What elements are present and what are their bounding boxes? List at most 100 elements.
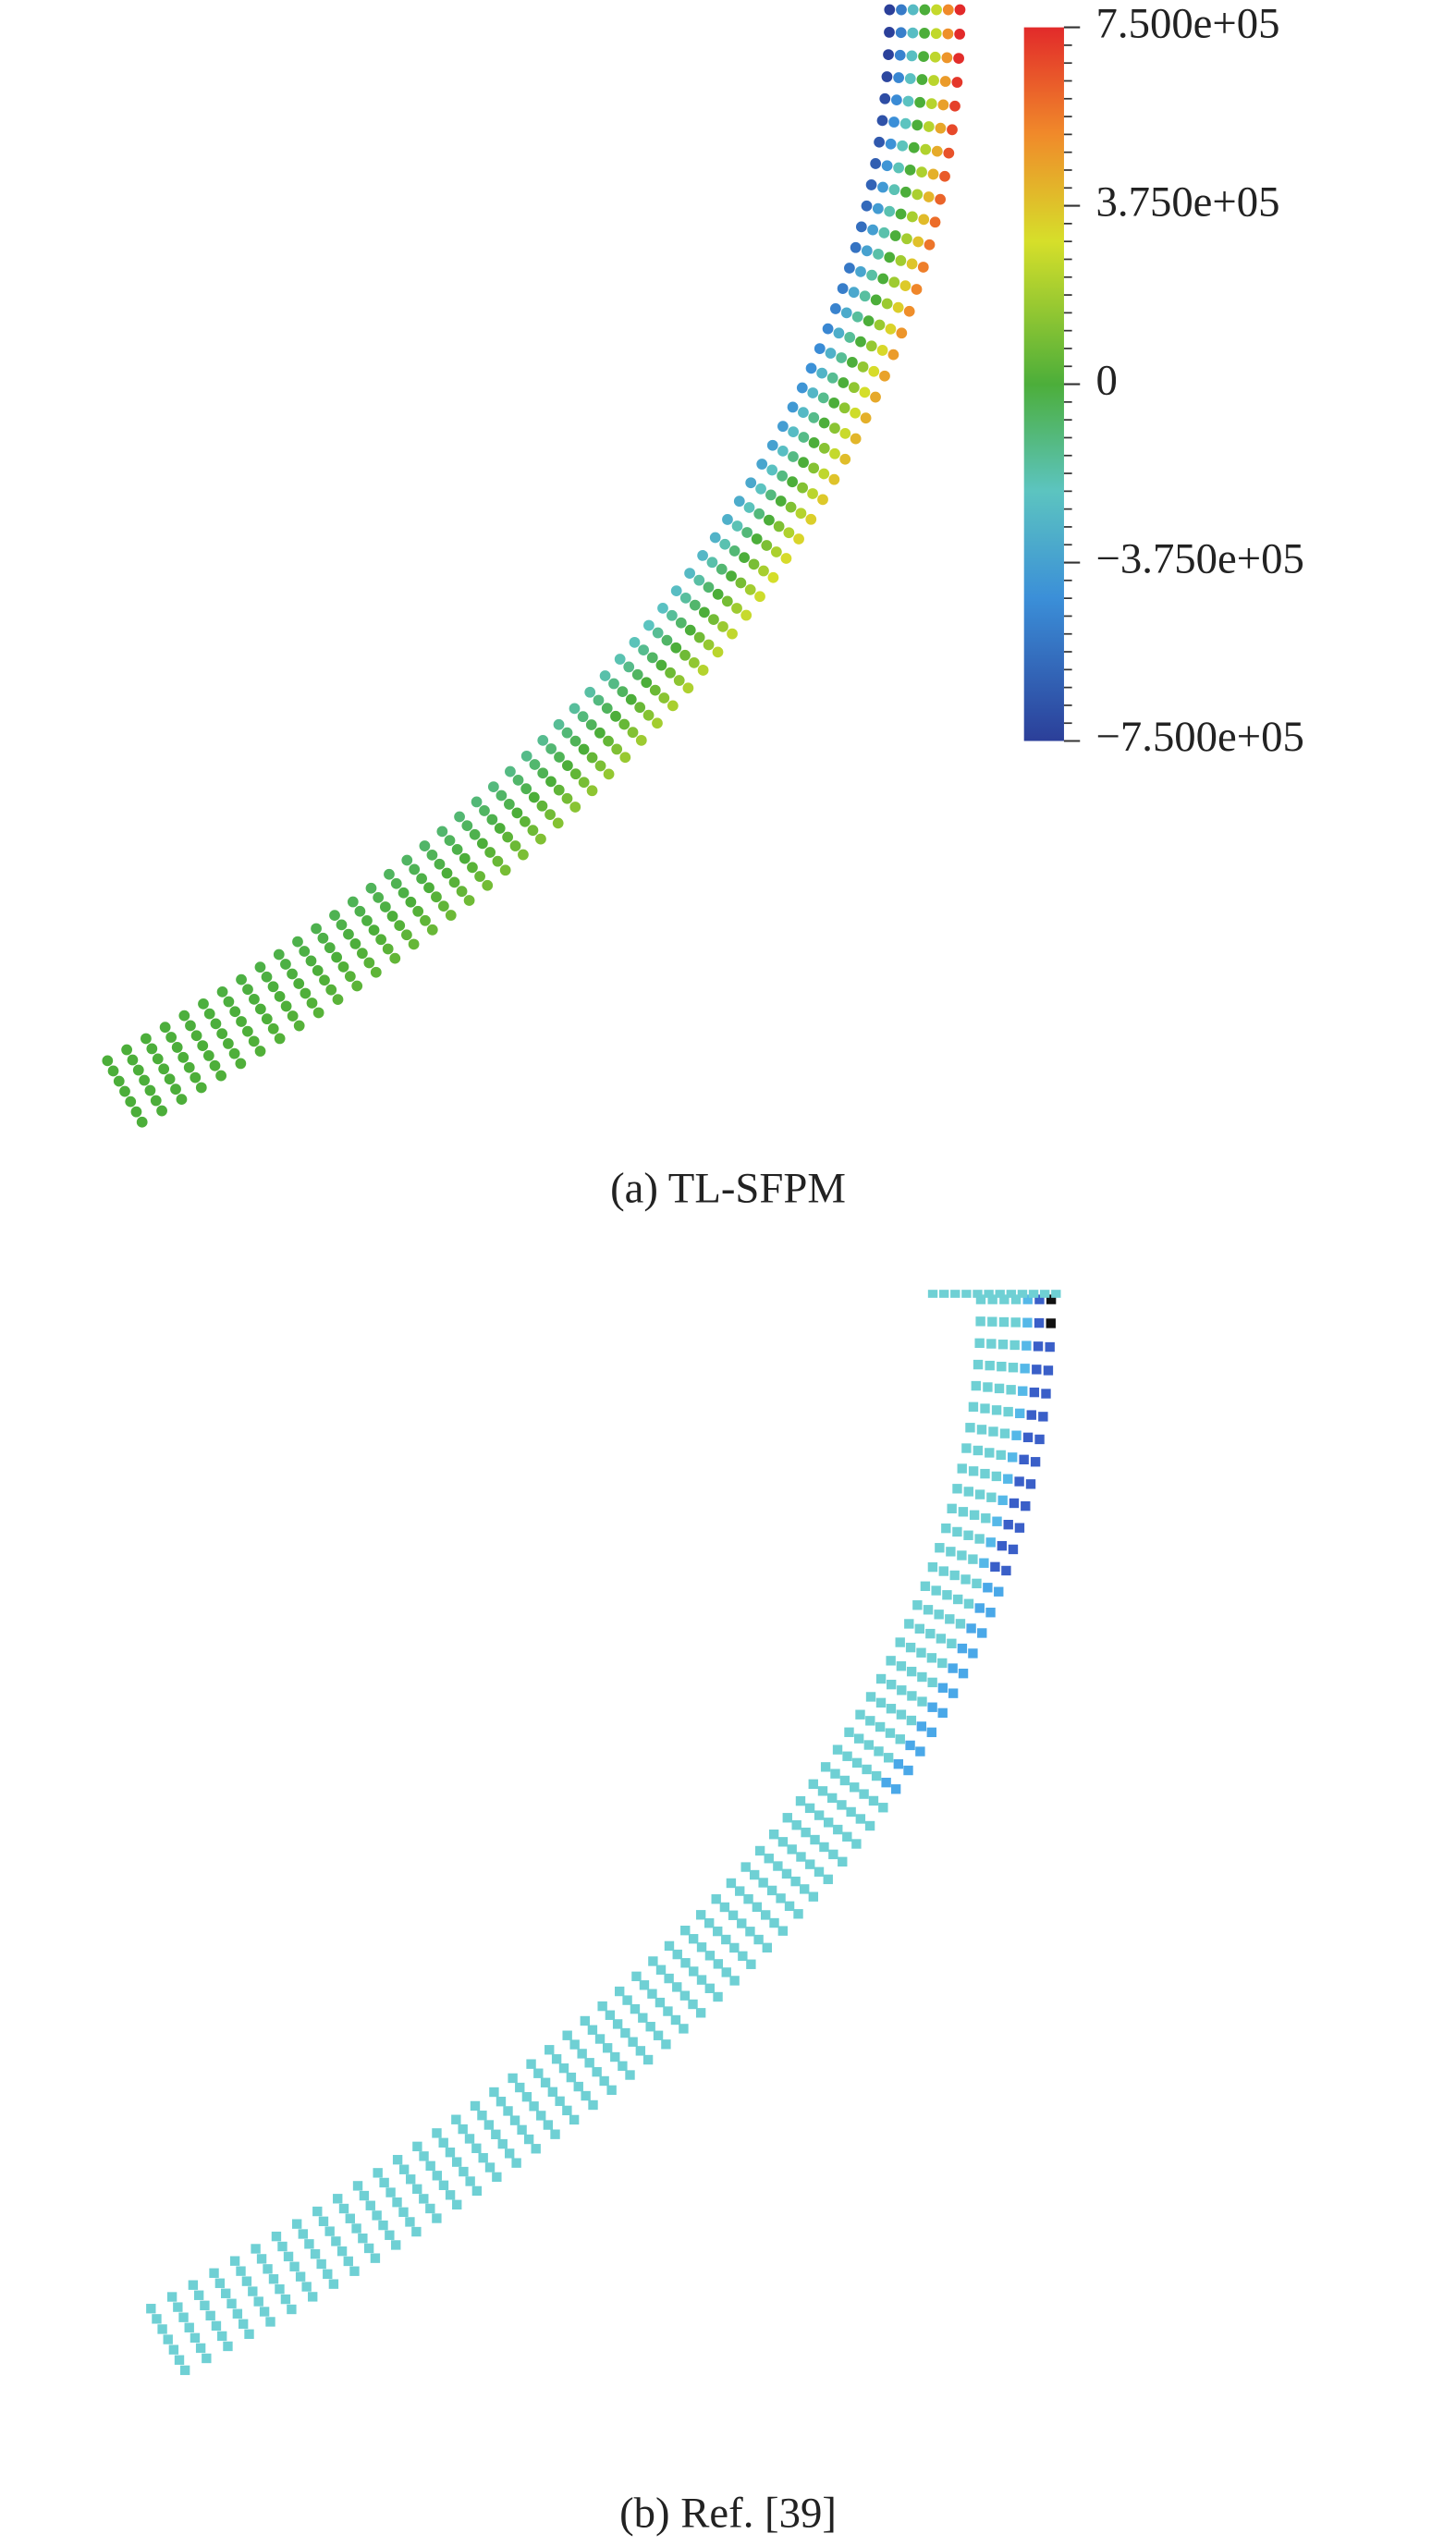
- particle: [777, 445, 789, 457]
- particle: [337, 961, 349, 973]
- particle: [1017, 1290, 1028, 1298]
- particle: [850, 1782, 860, 1793]
- particle: [758, 1878, 768, 1888]
- particle: [113, 1075, 125, 1087]
- particle: [638, 2013, 648, 2023]
- particle: [1015, 1408, 1025, 1419]
- particle: [667, 700, 679, 712]
- particle: [223, 1038, 234, 1049]
- particle: [684, 568, 695, 579]
- particle: [373, 2168, 383, 2178]
- particle: [635, 734, 647, 746]
- particle: [332, 994, 344, 1005]
- particle: [753, 1934, 764, 1945]
- particle: [280, 2294, 291, 2305]
- particle: [226, 2298, 237, 2308]
- particle: [807, 488, 818, 499]
- particle: [107, 1065, 119, 1077]
- particle: [569, 802, 581, 813]
- particle: [958, 1668, 969, 1679]
- particle: [877, 181, 888, 193]
- particle: [904, 1619, 914, 1629]
- particle: [256, 2254, 267, 2264]
- particle: [499, 864, 511, 876]
- particle: [746, 1959, 756, 1969]
- particle: [939, 170, 950, 182]
- particle: [928, 75, 939, 86]
- particle: [892, 301, 904, 313]
- particle: [721, 1967, 731, 1977]
- particle: [829, 422, 840, 435]
- particle: [743, 1894, 753, 1904]
- particle: [907, 4, 919, 16]
- particle: [985, 1448, 995, 1458]
- particle: [927, 1702, 937, 1712]
- particle: [618, 2061, 628, 2071]
- particle: [713, 1926, 723, 1937]
- particle: [363, 957, 375, 969]
- particle: [389, 952, 401, 964]
- particle: [520, 815, 531, 827]
- particle: [926, 1727, 936, 1738]
- particle: [158, 1063, 170, 1075]
- particle: [629, 636, 641, 648]
- particle: [766, 439, 778, 451]
- particle: [927, 168, 939, 180]
- particle: [927, 1561, 938, 1573]
- particle: [312, 2206, 323, 2217]
- particle: [536, 2111, 546, 2121]
- particle: [918, 51, 929, 62]
- particle: [625, 693, 637, 705]
- particle: [948, 1663, 958, 1673]
- particle: [363, 2243, 374, 2254]
- particle: [808, 462, 820, 474]
- particle: [851, 1757, 863, 1769]
- particle: [347, 896, 359, 908]
- particle: [780, 553, 792, 564]
- particle: [409, 863, 421, 875]
- particle: [937, 1658, 948, 1669]
- particle: [436, 826, 448, 838]
- particle: [526, 2059, 536, 2069]
- particle: [837, 283, 849, 294]
- particle: [1003, 1520, 1013, 1530]
- particle: [808, 1891, 819, 1902]
- particle: [682, 682, 694, 694]
- particle: [420, 914, 431, 926]
- particle: [919, 4, 931, 16]
- particle: [851, 1839, 862, 1849]
- particle: [862, 1764, 872, 1775]
- particle: [536, 800, 548, 812]
- particle: [198, 998, 209, 1010]
- particle: [202, 2353, 212, 2364]
- particle: [798, 457, 809, 469]
- particle: [888, 184, 900, 196]
- particle: [1043, 1365, 1054, 1376]
- particle: [411, 2226, 422, 2237]
- particle: [1030, 1457, 1041, 1467]
- particle: [578, 777, 590, 789]
- particle: [769, 1917, 779, 1928]
- particle: [211, 2320, 222, 2332]
- particle: [990, 1561, 1000, 1573]
- particle: [761, 540, 773, 551]
- particle: [925, 1628, 936, 1639]
- particle: [170, 1083, 181, 1096]
- particle: [895, 1734, 905, 1744]
- particle: [312, 964, 324, 976]
- particle: [205, 2310, 215, 2321]
- particle: [1046, 1318, 1056, 1328]
- particle: [1032, 1365, 1042, 1375]
- particle: [924, 239, 936, 251]
- particle: [903, 305, 915, 317]
- particle: [881, 160, 893, 172]
- particle: [454, 811, 465, 823]
- particle: [171, 1042, 183, 1053]
- particle: [561, 792, 573, 804]
- particle: [177, 1051, 190, 1063]
- particle: [585, 719, 597, 730]
- particle: [195, 1082, 207, 1094]
- particle: [121, 1044, 132, 1056]
- particle: [672, 1949, 682, 1960]
- particle: [657, 602, 668, 614]
